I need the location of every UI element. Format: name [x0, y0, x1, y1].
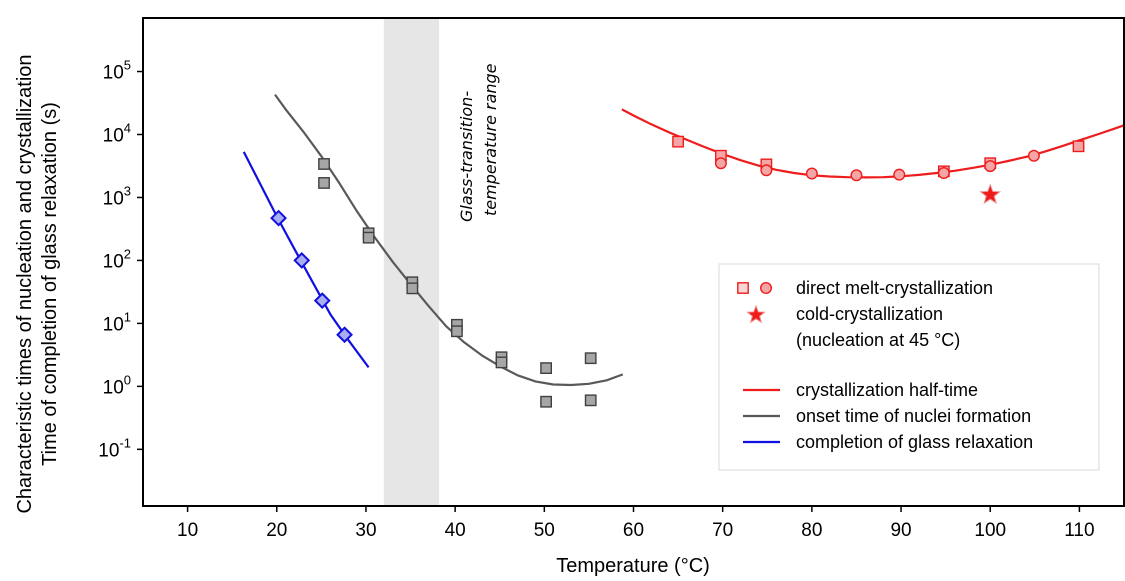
- data-point-square: [318, 158, 330, 170]
- x-tick-label: 70: [712, 520, 733, 541]
- series-line: [621, 108, 1125, 179]
- legend-label-cold-crystallization: cold-crystallization: [796, 304, 943, 324]
- data-point-square: [540, 395, 553, 408]
- legend-label-relaxation: completion of glass relaxation: [796, 432, 1033, 452]
- legend-symbol-circle: [760, 282, 773, 295]
- data-point-circle: [850, 169, 863, 182]
- data-point-square: [1072, 140, 1085, 153]
- x-tick-label: 90: [890, 520, 911, 541]
- data-point-square: [540, 362, 553, 374]
- data-point-diamond: [293, 252, 311, 269]
- data-point-diamond: [313, 292, 331, 310]
- data-point-square: [318, 177, 330, 189]
- x-tick-label: 110: [1064, 520, 1094, 541]
- x-tick-label: 20: [266, 520, 287, 541]
- legend-label-direct-melt: direct melt-crystallization: [796, 278, 993, 298]
- legend-symbols: [737, 282, 780, 444]
- legend-symbol-square: [737, 282, 749, 294]
- x-axis-ticks: 10 20 30 40 50 60 70 80 90 100 110: [177, 506, 1095, 541]
- y-tick-label: 103: [103, 183, 131, 209]
- legend-box: [718, 263, 1100, 471]
- data-point-square: [584, 394, 597, 407]
- y-tick-label: 101: [103, 309, 131, 335]
- data-point-square: [451, 325, 463, 338]
- x-tick-label: 80: [801, 520, 822, 541]
- data-point-circle: [714, 157, 727, 170]
- legend-symbol-star: [746, 304, 766, 324]
- data-point-diamond: [336, 326, 353, 344]
- data-point-circle: [893, 168, 906, 181]
- data-point-square: [584, 352, 597, 365]
- legend: direct melt-crystallization cold-crystal…: [718, 263, 1100, 471]
- data-point-square: [495, 356, 508, 369]
- glass-transition-label-line1: Glass-transition-: [457, 91, 476, 222]
- data-point-circle: [1027, 149, 1040, 162]
- x-tick-label: 30: [355, 520, 376, 541]
- data-point-circle: [805, 167, 818, 180]
- data-point-circle: [760, 164, 773, 177]
- data-point-circle: [984, 160, 997, 173]
- x-axis-title: Temperature (°C): [556, 555, 710, 577]
- legend-label-onset: onset time of nuclei formation: [796, 406, 1031, 426]
- glass-transition-label-line2: temperature range: [481, 63, 500, 216]
- data-point-star: [979, 183, 1002, 205]
- x-tick-label: 60: [623, 520, 644, 541]
- y-tick-label: 105: [103, 58, 131, 84]
- y-axis-title-line1: Characteristic times of nucleation and c…: [14, 54, 36, 513]
- data-point-square: [362, 231, 375, 244]
- series-markers: [270, 135, 1085, 408]
- data-point-square: [406, 282, 419, 295]
- data-point-circle: [937, 166, 950, 179]
- legend-label-half-time: crystallization half-time: [796, 380, 978, 400]
- y-tick-label: 102: [103, 246, 131, 272]
- y-axis-ticks: 105 104 103 102 101 100 10-1: [98, 58, 143, 461]
- y-axis-title-line2: Time of completion of glass relaxation (…: [39, 102, 61, 466]
- y-tick-label: 104: [103, 120, 131, 146]
- y-tick-label: 10-1: [98, 435, 131, 461]
- y-tick-label: 100: [103, 372, 131, 398]
- x-tick-label: 10: [177, 520, 198, 541]
- data-point-diamond: [270, 209, 287, 227]
- data-point-square: [672, 135, 684, 148]
- x-tick-label: 50: [534, 520, 555, 541]
- legend-label-nucleation-note: (nucleation at 45 °C): [796, 330, 960, 350]
- x-tick-label: 100: [974, 520, 1006, 541]
- x-tick-label: 40: [445, 520, 466, 541]
- glass-transition-annotation: Glass-transition- temperature range: [457, 63, 500, 222]
- series-line: [274, 93, 624, 387]
